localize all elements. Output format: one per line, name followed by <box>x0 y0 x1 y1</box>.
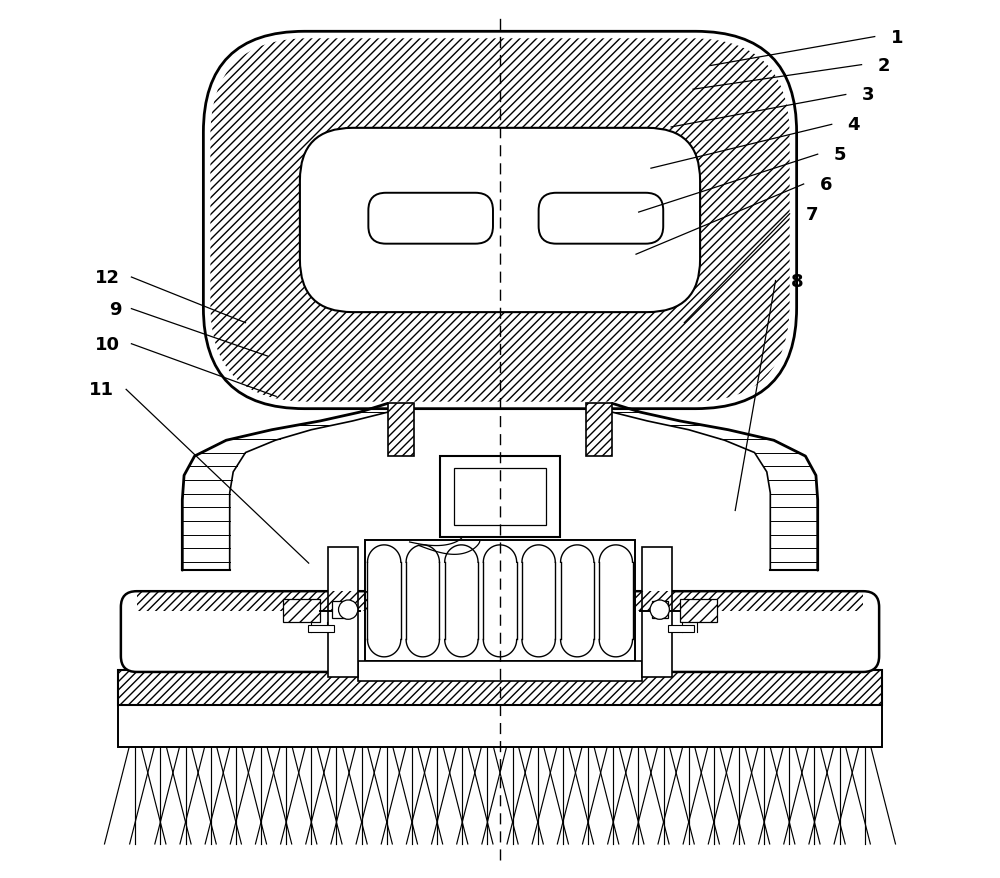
Bar <box>283 600 320 623</box>
Text: 12: 12 <box>95 269 120 287</box>
Bar <box>137 592 367 611</box>
Bar <box>118 671 882 706</box>
Bar <box>328 548 358 678</box>
Text: 5: 5 <box>833 146 846 164</box>
Bar <box>332 601 348 619</box>
FancyBboxPatch shape <box>618 592 879 673</box>
Bar <box>118 671 882 706</box>
Bar <box>586 404 612 457</box>
FancyBboxPatch shape <box>539 193 663 244</box>
Bar <box>642 548 672 678</box>
Bar <box>680 600 717 623</box>
Text: 1: 1 <box>891 28 903 47</box>
Bar <box>454 469 546 525</box>
FancyBboxPatch shape <box>368 193 493 244</box>
FancyBboxPatch shape <box>300 129 700 313</box>
Bar <box>308 626 334 633</box>
Bar <box>118 704 882 747</box>
Bar <box>388 404 414 457</box>
Text: 10: 10 <box>95 335 120 353</box>
Bar <box>652 601 668 619</box>
FancyBboxPatch shape <box>121 592 382 673</box>
Text: 11: 11 <box>89 381 114 399</box>
Bar <box>668 626 694 633</box>
Text: 7: 7 <box>805 205 818 224</box>
FancyBboxPatch shape <box>203 32 797 409</box>
Bar <box>358 662 642 681</box>
Text: 8: 8 <box>791 272 804 291</box>
Text: 4: 4 <box>848 116 860 134</box>
Bar <box>440 457 560 537</box>
Circle shape <box>339 601 358 620</box>
Text: 6: 6 <box>819 176 832 194</box>
Text: 9: 9 <box>109 300 122 318</box>
Text: 3: 3 <box>862 86 874 104</box>
Bar <box>633 592 863 611</box>
Text: 2: 2 <box>877 56 890 75</box>
Circle shape <box>650 601 669 620</box>
Bar <box>365 541 635 662</box>
